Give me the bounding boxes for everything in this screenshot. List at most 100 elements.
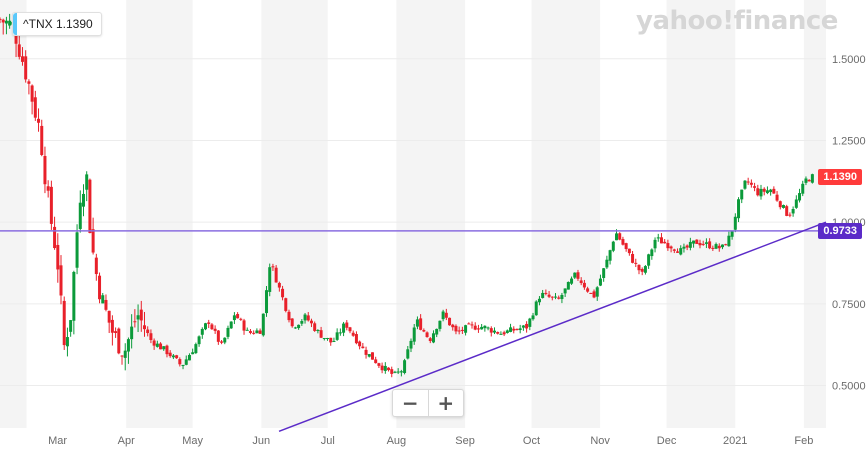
- candle-body: [496, 332, 500, 334]
- candle-body: [554, 296, 558, 298]
- candle-body: [43, 155, 47, 185]
- candle-body: [550, 296, 554, 298]
- candle-body: [592, 291, 596, 298]
- candle-body: [33, 97, 37, 118]
- month-shade-band: [261, 0, 328, 428]
- candle-body: [528, 318, 532, 327]
- candle-body: [197, 336, 201, 345]
- candle-body: [277, 282, 281, 288]
- candle-body: [521, 325, 525, 328]
- candle-body: [81, 193, 85, 207]
- candle-body: [319, 330, 323, 338]
- candle-body: [778, 201, 782, 208]
- candle-body: [78, 202, 82, 229]
- candle-body: [579, 280, 583, 284]
- candle-body: [672, 249, 676, 251]
- candle-body: [213, 328, 217, 331]
- candle-body: [265, 290, 269, 314]
- candle-body: [640, 269, 644, 272]
- candle-body: [390, 369, 394, 374]
- candle-body: [534, 301, 538, 316]
- candle-body: [387, 367, 391, 371]
- month-shade-band: [531, 0, 601, 428]
- candle-body: [293, 327, 297, 329]
- candle-body: [425, 332, 429, 338]
- candle-body: [220, 341, 224, 343]
- candle-body: [692, 240, 696, 244]
- candle-body: [94, 257, 98, 275]
- candle-body: [653, 239, 657, 249]
- ticker-label[interactable]: ^TNX 1.1390: [12, 12, 102, 36]
- zoom-out-button[interactable]: −: [401, 391, 419, 415]
- candle-body: [470, 324, 474, 326]
- candle-body: [412, 327, 416, 342]
- candle-body: [239, 318, 243, 320]
- candle-body: [576, 272, 580, 279]
- candle-body: [194, 344, 198, 354]
- candle-body: [261, 313, 265, 336]
- candle-body: [419, 318, 423, 330]
- candle-body: [380, 365, 384, 371]
- candle-body: [598, 278, 602, 286]
- candle-body: [114, 331, 118, 333]
- y-tick-label: 0.5000: [832, 381, 866, 393]
- candle-body: [287, 311, 291, 321]
- candle-body: [537, 298, 541, 303]
- candle-body: [541, 292, 545, 298]
- candle-body: [573, 272, 577, 278]
- candle-body: [40, 125, 44, 155]
- candle-body: [531, 315, 535, 320]
- candle-body: [492, 330, 496, 333]
- candle-body: [621, 239, 625, 245]
- candle-body: [464, 325, 468, 333]
- candle-body: [8, 20, 12, 26]
- trend-line: [278, 221, 827, 432]
- candle-body: [338, 332, 342, 334]
- candle-body: [139, 309, 143, 321]
- candle-body: [807, 179, 811, 182]
- candle-body: [810, 174, 814, 183]
- candle-body: [624, 243, 628, 250]
- candle-body: [791, 209, 795, 214]
- candle-body: [309, 320, 313, 324]
- candle-body: [798, 193, 802, 201]
- x-tick-label: Apr: [118, 435, 135, 447]
- candle-body: [720, 244, 724, 248]
- candle-body: [370, 352, 374, 360]
- candle-body: [605, 259, 609, 268]
- candle-body: [98, 275, 102, 300]
- candle-body: [184, 359, 188, 365]
- candle-body: [663, 241, 667, 244]
- candle-body: [714, 244, 718, 249]
- candle-body: [740, 189, 744, 200]
- candle-body: [88, 179, 92, 234]
- candle-body: [245, 329, 249, 331]
- candle-body: [441, 311, 445, 320]
- candle-body: [643, 266, 647, 273]
- candle-body: [666, 243, 670, 249]
- candle-body: [56, 244, 60, 270]
- candle-body: [698, 242, 702, 246]
- candle-body: [399, 371, 403, 373]
- candle-body: [647, 254, 651, 266]
- candle-body: [236, 314, 240, 319]
- candle-body: [377, 363, 381, 366]
- candle-body: [431, 333, 435, 343]
- candle-body: [326, 338, 330, 340]
- candle-body: [595, 287, 599, 297]
- candle-body: [618, 233, 622, 240]
- candle-body: [611, 241, 615, 251]
- candle-body: [743, 180, 747, 189]
- candle-body: [688, 241, 692, 248]
- candle-body: [489, 328, 493, 333]
- candle-body: [467, 323, 471, 325]
- month-shade-band: [666, 0, 736, 428]
- candle-body: [146, 329, 150, 334]
- candle-body: [547, 294, 551, 297]
- zoom-in-button[interactable]: +: [427, 390, 464, 416]
- candle-body: [0, 18, 2, 20]
- candle-body: [781, 205, 785, 208]
- candle-body: [438, 320, 442, 329]
- candle-body: [175, 355, 179, 359]
